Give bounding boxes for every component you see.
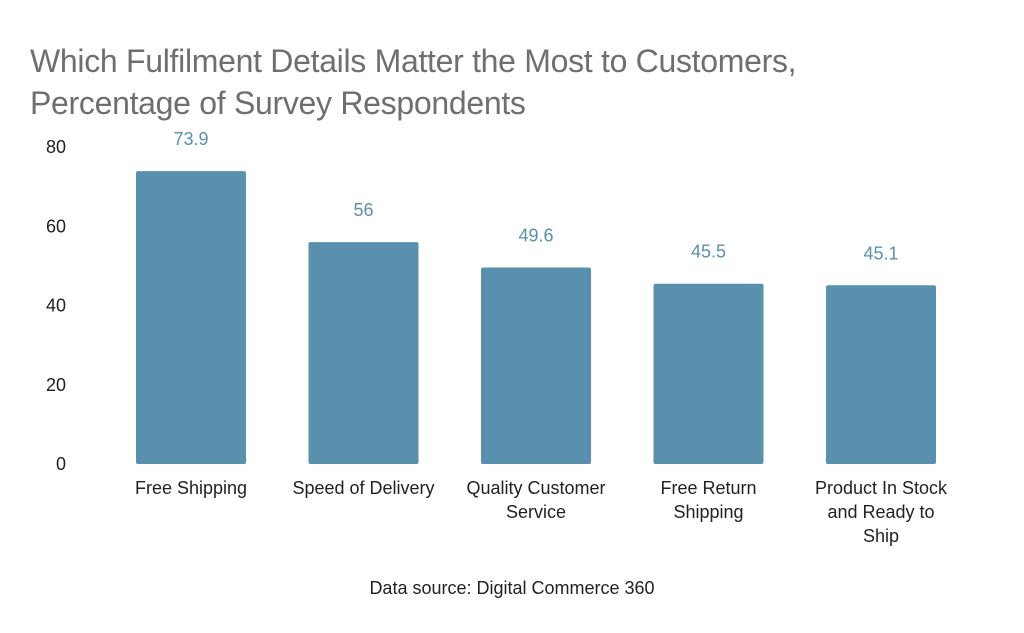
y-tick-label: 80 [46, 137, 66, 157]
bar-3 [653, 283, 764, 464]
x-tick-label-4: and Ready to [827, 502, 934, 522]
data-label-4: 45.1 [863, 243, 898, 263]
data-label-3: 45.5 [691, 242, 726, 262]
data-label-1: 56 [353, 200, 373, 220]
bar-0 [136, 171, 246, 464]
y-tick-label: 60 [46, 216, 66, 236]
bar-1 [308, 242, 419, 464]
data-label-0: 73.9 [173, 129, 208, 149]
x-tick-label-2: Service [506, 502, 566, 522]
x-tick-label-4: Product In Stock [815, 478, 948, 498]
x-tick-label-3: Free Return [660, 478, 756, 498]
x-tick-label-1: Speed of Delivery [292, 478, 434, 498]
bar-2 [481, 267, 591, 464]
bar-4 [826, 285, 936, 464]
data-source-note: Data source: Digital Commerce 360 [369, 578, 655, 598]
x-tick-label-3: Shipping [673, 502, 743, 522]
data-label-2: 49.6 [518, 225, 553, 245]
chart-title: Which Fulfilment Details Matter the Most… [30, 40, 990, 124]
x-tick-label-4: Ship [863, 526, 899, 546]
chart-title-line-2: Percentage of Survey Respondents [30, 85, 526, 121]
y-tick-label: 20 [46, 375, 66, 395]
x-tick-label-0: Free Shipping [135, 478, 247, 498]
chart-title-line-1: Which Fulfilment Details Matter the Most… [30, 43, 797, 79]
y-tick-label: 40 [46, 296, 66, 316]
y-tick-label: 0 [56, 454, 66, 474]
x-tick-label-2: Quality Customer [466, 478, 605, 498]
